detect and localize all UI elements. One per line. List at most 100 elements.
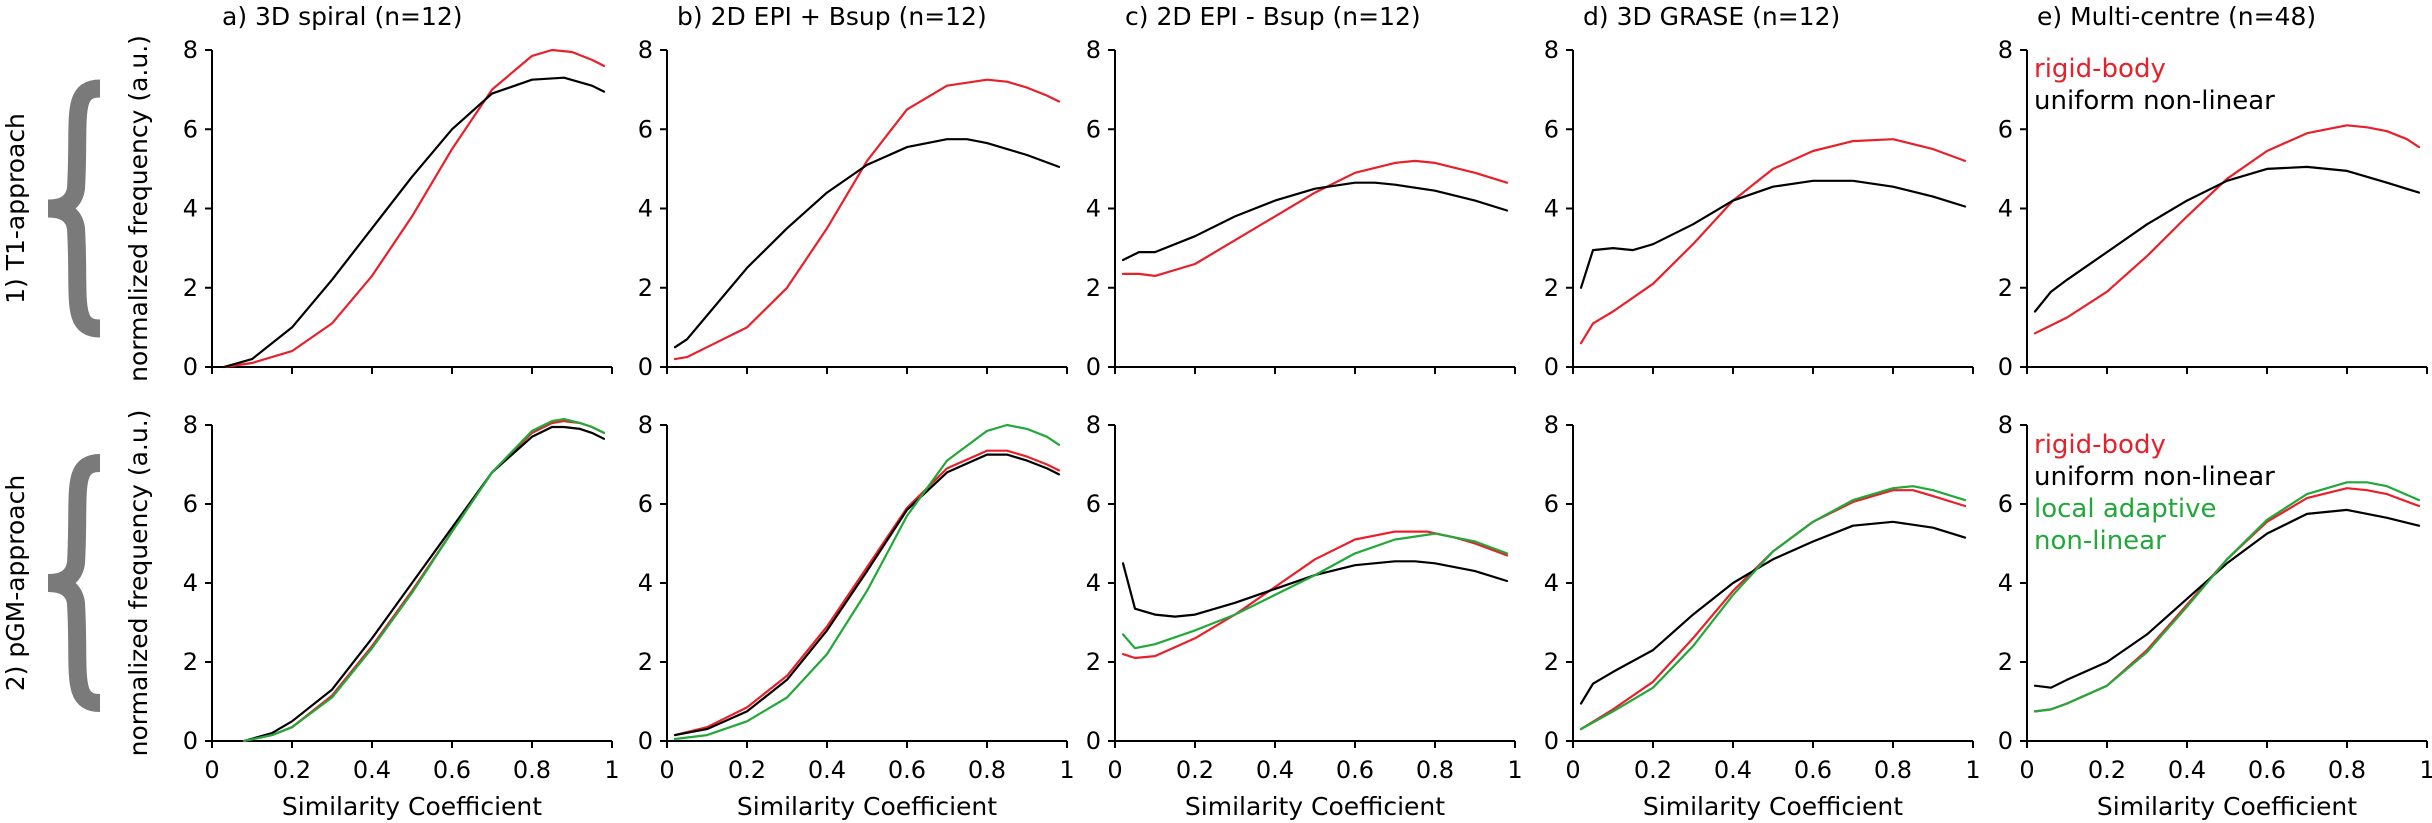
x-tick-label: 0.6 (2248, 756, 2286, 784)
y-tick-label: 6 (1544, 490, 1559, 518)
y-tick-label: 0 (1086, 353, 1101, 381)
x-tick-label: 0.4 (1714, 756, 1752, 784)
y-tick-label: 6 (1086, 490, 1101, 518)
x-tick-label: 0.2 (1176, 756, 1214, 784)
x-tick-label: 0 (1565, 756, 1580, 784)
legend-item: local adaptive (2034, 494, 2217, 524)
y-tick-label: 0 (183, 727, 198, 755)
series-line-local-adaptive-non-linear (242, 418, 606, 743)
y-tick-label: 4 (1544, 569, 1559, 597)
x-tick-label: 0.8 (2328, 756, 2366, 784)
x-axis-title: Similarity Coefficient (2097, 792, 2357, 821)
y-tick-label: 2 (1544, 648, 1559, 676)
legend-item: rigid-body (2034, 430, 2166, 460)
y-tick-label: 0 (638, 727, 653, 755)
series-line-uniform-non-linear (673, 453, 1061, 737)
y-tick-label: 0 (1086, 727, 1101, 755)
chart-panel-8: 0 2 4 6 8 0 0.2 0.4 0.6 0.8 1 Similarity Coefficien… (1086, 411, 1523, 821)
y-tick-label: 2 (1086, 648, 1101, 676)
series-line-uniform-non-linear (1121, 181, 1509, 262)
x-tick-label: 1 (604, 756, 619, 784)
y-axis-title: normalized frequency (a.u.) (124, 35, 153, 382)
y-tick-label: 4 (1086, 569, 1101, 597)
x-tick-label: 0.8 (1416, 756, 1454, 784)
x-tick-label: 0.2 (1634, 756, 1672, 784)
x-tick-label: 0 (1107, 756, 1122, 784)
x-tick-label: 0.8 (968, 756, 1006, 784)
y-tick-label: 8 (1544, 36, 1559, 64)
panel-title: b) 2D EPI + Bsup (n=12) (677, 2, 987, 31)
x-tick-label: 0 (2019, 756, 2034, 784)
chart-panel-9: 0 2 4 6 8 0 0.2 0.4 0.6 0.8 1 Similarity Coefficien… (1544, 411, 1981, 821)
y-tick-label: 6 (1998, 490, 2013, 518)
x-tick-label: 0.4 (1256, 756, 1294, 784)
y-tick-label: 2 (638, 274, 653, 302)
x-tick-label: 0.4 (808, 756, 846, 784)
x-axis-title: Similarity Coefficient (1643, 792, 1903, 821)
x-tick-label: 0.8 (1874, 756, 1912, 784)
series-line-uniform-non-linear (222, 76, 606, 369)
y-tick-label: 2 (1998, 274, 2013, 302)
y-tick-label: 6 (183, 115, 198, 143)
y-tick-label: 2 (638, 648, 653, 676)
series-line-local-adaptive-non-linear (673, 423, 1061, 741)
y-tick-label: 2 (1998, 648, 2013, 676)
y-tick-label: 4 (1544, 195, 1559, 223)
series-line-uniform-non-linear (2033, 165, 2421, 313)
series-line-rigid-body (1579, 138, 1967, 345)
chart-panel-3: 0 2 4 6 8 c) 2D EPI - Bsup (n=12) (1086, 2, 1516, 381)
series-line-rigid-body (222, 48, 606, 369)
y-tick-label: 4 (183, 195, 198, 223)
x-tick-label: 0.6 (433, 756, 471, 784)
x-tick-label: 0 (659, 756, 674, 784)
y-tick-label: 8 (638, 36, 653, 64)
chart-panel-1: 0 2 4 6 8 a) 3D spiral (n=12) normalized frequ… (124, 2, 613, 382)
chart-panel-2: 0 2 4 6 8 b) 2D EPI + Bsup (n=12) (638, 2, 1068, 381)
series-line-uniform-non-linear (1579, 179, 1967, 289)
x-tick-label: 1 (2419, 756, 2432, 784)
y-tick-label: 4 (183, 569, 198, 597)
y-tick-label: 6 (1998, 115, 2013, 143)
x-tick-label: 0.8 (513, 756, 551, 784)
x-tick-label: 0.6 (1336, 756, 1374, 784)
y-tick-label: 8 (1998, 36, 2013, 64)
series-line-uniform-non-linear (1579, 520, 1967, 705)
x-tick-label: 0.2 (728, 756, 766, 784)
panel-title: d) 3D GRASE (n=12) (1583, 2, 1840, 31)
y-tick-label: 2 (1544, 274, 1559, 302)
panel-title: c) 2D EPI - Bsup (n=12) (1125, 2, 1421, 31)
x-tick-label: 1 (1507, 756, 1522, 784)
x-tick-label: 0.6 (888, 756, 926, 784)
y-tick-label: 8 (183, 411, 198, 439)
series-line-rigid-body (673, 78, 1061, 361)
y-tick-label: 4 (638, 195, 653, 223)
x-axis-title: Similarity Coefficient (282, 792, 542, 821)
y-tick-label: 0 (1998, 727, 2013, 755)
y-tick-label: 4 (638, 569, 653, 597)
y-axis-title: normalized frequency (a.u.) (124, 410, 153, 757)
x-tick-label: 0 (204, 756, 219, 784)
y-tick-label: 6 (1086, 115, 1101, 143)
y-tick-label: 6 (1544, 115, 1559, 143)
x-tick-label: 0.2 (2088, 756, 2126, 784)
panel-title: e) Multi-centre (n=48) (2037, 2, 2316, 31)
x-tick-label: 1 (1965, 756, 1980, 784)
x-tick-label: 0.4 (2168, 756, 2206, 784)
series-line-rigid-body (1121, 159, 1509, 277)
series-line-uniform-non-linear (673, 138, 1061, 349)
series-line-uniform-non-linear (1121, 560, 1509, 618)
y-tick-label: 8 (183, 36, 198, 64)
row-labels: 1) T1-approach 2) pGM-approach (1, 79, 101, 712)
chart-panel-4: 0 2 4 6 8 d) 3D GRASE (n=12) (1544, 2, 1974, 381)
chart-panel-6: 0 2 4 6 8 0 0.2 0.4 0.6 0.8 1 Similarity Coefficien… (124, 410, 620, 821)
legend-item: uniform non-linear (2034, 86, 2275, 116)
y-tick-label: 6 (638, 115, 653, 143)
y-tick-label: 8 (1086, 36, 1101, 64)
y-tick-label: 2 (1086, 274, 1101, 302)
brace-icon (47, 454, 101, 712)
series-line-uniform-non-linear (242, 425, 606, 743)
y-tick-label: 0 (1544, 727, 1559, 755)
x-axis-title: Similarity Coefficient (737, 792, 997, 821)
